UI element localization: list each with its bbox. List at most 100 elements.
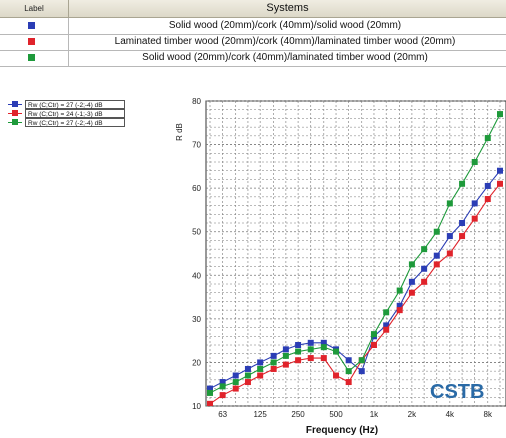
data-point: [383, 327, 389, 333]
data-point: [359, 357, 365, 363]
legend-label: Rw (C;Ctr) = 27 (-2;-4) dB: [25, 118, 125, 127]
system-description: Solid wood (20mm)/cork (40mm)/solid wood…: [70, 18, 500, 34]
data-point: [233, 386, 239, 392]
data-point: [472, 159, 478, 165]
data-point: [485, 196, 491, 202]
chart-legend: Rw (C;Ctr) = 27 (-2;-4) dB Rw (C;Ctr) = …: [8, 100, 128, 128]
data-point: [283, 353, 289, 359]
y-tick-label: 50: [192, 228, 201, 237]
data-point: [434, 229, 440, 235]
data-point: [321, 344, 327, 350]
systems-column-header: Systems: [69, 0, 506, 17]
data-point: [409, 290, 415, 296]
legend-label: Rw (C;Ctr) = 24 (-1;-3) dB: [25, 109, 125, 118]
data-point: [447, 251, 453, 257]
data-point: [233, 373, 239, 379]
data-point: [397, 303, 403, 309]
data-point: [472, 216, 478, 222]
data-point: [308, 340, 314, 346]
data-point: [207, 401, 213, 407]
row-label-cell: [0, 34, 69, 50]
data-point: [371, 333, 377, 339]
data-point: [459, 233, 465, 239]
data-point: [397, 307, 403, 313]
legend-entry: Rw (C;Ctr) = 27 (-2;-4) dB: [8, 100, 128, 109]
data-point: [283, 346, 289, 352]
series-line: [210, 171, 500, 389]
data-point: [371, 331, 377, 337]
series-marker-icon: [28, 22, 35, 29]
x-tick-label: 125: [253, 410, 267, 419]
data-point: [245, 366, 251, 372]
data-point: [497, 181, 503, 187]
data-point: [346, 379, 352, 385]
system-description: Laminated timber wood (20mm)/cork (40mm)…: [70, 34, 500, 50]
data-point: [257, 359, 263, 365]
row-label-cell: [0, 18, 69, 34]
data-point: [321, 340, 327, 346]
y-tick-label: 10: [192, 402, 201, 411]
plot-area: [206, 101, 506, 406]
y-tick-label: 70: [192, 141, 201, 150]
systems-table: Label Systems Solid wood (20mm)/cork (40…: [0, 0, 506, 66]
data-point: [434, 253, 440, 259]
data-point: [459, 220, 465, 226]
data-point: [485, 135, 491, 141]
x-tick-label: 63: [218, 410, 227, 419]
data-point: [220, 383, 226, 389]
data-point: [421, 246, 427, 252]
data-point: [497, 111, 503, 117]
legend-entry: Rw (C;Ctr) = 27 (-2;-4) dB: [8, 118, 128, 127]
y-tick-label: 40: [192, 271, 201, 280]
data-point: [207, 386, 213, 392]
label-column-header: Label: [0, 0, 69, 17]
series-marker-icon: [28, 54, 35, 61]
data-point: [271, 353, 277, 359]
series-line: [210, 114, 500, 393]
data-point: [233, 379, 239, 385]
data-point: [359, 357, 365, 363]
legend-marker-icon: [12, 110, 18, 116]
table-header: Label Systems: [0, 0, 506, 18]
system-description: Solid wood (20mm)/cork (40mm)/laminated …: [70, 50, 500, 66]
table-row: Laminated timber wood (20mm)/cork (40mm)…: [0, 34, 506, 51]
x-tick-label: 2k: [408, 410, 417, 419]
data-point: [447, 233, 453, 239]
data-point: [409, 279, 415, 285]
data-point: [409, 261, 415, 267]
data-point: [308, 355, 314, 361]
data-point: [359, 368, 365, 374]
x-axis-label: Frequency (Hz): [306, 425, 378, 436]
series-marker-icon: [28, 38, 35, 45]
data-point: [397, 288, 403, 294]
y-tick-label: 60: [192, 184, 201, 193]
legend-label: Rw (C;Ctr) = 27 (-2;-4) dB: [25, 100, 125, 109]
data-point: [207, 390, 213, 396]
data-point: [421, 279, 427, 285]
data-point: [271, 366, 277, 372]
cstb-logo: CSTB: [430, 381, 484, 403]
data-point: [333, 373, 339, 379]
x-tick-label: 8k: [484, 410, 493, 419]
data-point: [257, 366, 263, 372]
data-point: [295, 342, 301, 348]
data-point: [308, 346, 314, 352]
data-point: [245, 379, 251, 385]
x-tick-label: 250: [291, 410, 305, 419]
row-label-cell: [0, 50, 69, 66]
legend-marker-icon: [12, 101, 18, 107]
data-point: [333, 349, 339, 355]
data-point: [497, 168, 503, 174]
data-point: [383, 322, 389, 328]
data-point: [220, 379, 226, 385]
x-tick-label: 4k: [446, 410, 455, 419]
data-point: [383, 309, 389, 315]
data-point: [459, 181, 465, 187]
series-group: CSTB: [207, 111, 503, 407]
series-line: [210, 184, 500, 404]
data-point: [333, 346, 339, 352]
y-tick-label: 80: [192, 97, 201, 106]
data-point: [434, 261, 440, 267]
legend-entry: Rw (C;Ctr) = 24 (-1;-3) dB: [8, 109, 128, 118]
x-tick-label: 500: [329, 410, 343, 419]
